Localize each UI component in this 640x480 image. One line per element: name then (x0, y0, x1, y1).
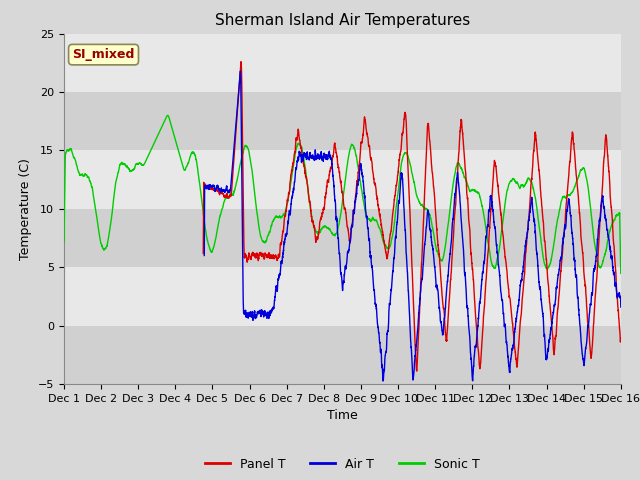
Line: Sonic T: Sonic T (64, 115, 621, 273)
X-axis label: Time: Time (327, 409, 358, 422)
Panel T (616, 332, 624, 338)
Sonic T (617, 270, 625, 276)
Air T (322, 152, 330, 157)
Sonic T (322, 224, 330, 229)
Bar (64, 34, 621, 92)
Panel T (617, 335, 625, 341)
Sonic T (164, 112, 172, 118)
Air T (616, 295, 624, 300)
Title: Sherman Island Air Temperatures: Sherman Island Air Temperatures (215, 13, 470, 28)
Bar (64, 267, 621, 325)
Sonic T (467, 188, 475, 193)
Air T (499, 302, 506, 308)
Bar (64, 92, 621, 150)
Bar (64, 209, 621, 267)
Line: Air T: Air T (204, 71, 621, 381)
Y-axis label: Temperature (C): Temperature (C) (19, 158, 33, 260)
Bar (64, 325, 621, 384)
Sonic T (616, 236, 624, 242)
Panel T (322, 194, 330, 200)
Sonic T (436, 257, 444, 263)
Air T (467, 355, 475, 361)
Air T (617, 304, 625, 310)
Line: Panel T: Panel T (204, 61, 621, 371)
Panel T (499, 230, 506, 236)
Legend: Panel T, Air T, Sonic T: Panel T, Air T, Sonic T (200, 453, 485, 476)
Text: SI_mixed: SI_mixed (72, 48, 135, 61)
Panel T (436, 266, 444, 272)
Sonic T (60, 239, 68, 245)
Bar (64, 34, 621, 92)
Sonic T (160, 119, 168, 125)
Air T (436, 318, 444, 324)
Sonic T (499, 218, 507, 224)
Bar (64, 150, 621, 209)
Panel T (467, 250, 475, 256)
